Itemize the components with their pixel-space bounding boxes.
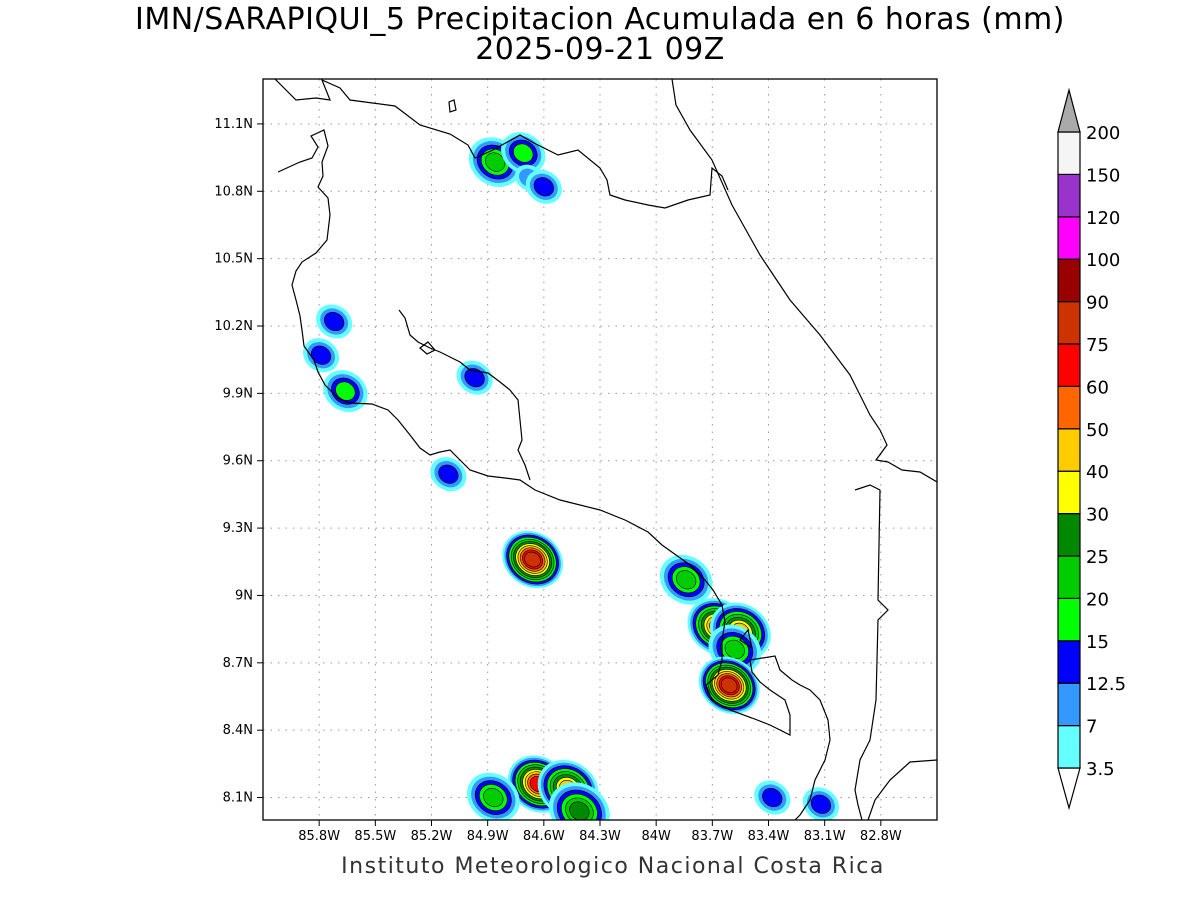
lon-tick-label: 82.8W xyxy=(860,829,902,844)
precipitation-cell xyxy=(456,360,493,395)
precip-contour xyxy=(810,794,832,814)
precip-contour xyxy=(676,570,697,590)
colorbar-label: 30 xyxy=(1086,505,1109,526)
colorbar-swatch xyxy=(1057,301,1081,345)
precipitation-cell xyxy=(466,772,520,820)
colorbar-swatch xyxy=(1057,428,1081,472)
lat-tick-label: 10.5N xyxy=(214,252,253,267)
colorbar-label: 100 xyxy=(1086,250,1120,271)
lat-tick-label: 9N xyxy=(235,588,253,603)
colorbar-label: 50 xyxy=(1086,420,1109,441)
colorbar-swatch xyxy=(1057,640,1081,684)
lon-tick-label: 85.5W xyxy=(354,829,396,844)
precip-contour xyxy=(524,551,541,568)
lon-tick-label: 83.1W xyxy=(804,829,846,844)
precipitation-cell xyxy=(525,169,562,204)
colorbar-swatch xyxy=(1057,343,1081,388)
precip-contour xyxy=(485,152,506,172)
colorbar-label: 7 xyxy=(1086,717,1097,738)
colorbar-swatch xyxy=(1057,173,1081,218)
precip-contour xyxy=(720,677,738,694)
colorbar-label: 150 xyxy=(1086,165,1120,186)
lat-tick-label: 9.9N xyxy=(223,386,253,401)
colorbar-swatch xyxy=(1057,131,1081,176)
map-grid xyxy=(263,79,937,820)
lon-tick-label: 83.7W xyxy=(691,829,733,844)
colorbar-label: 3.5 xyxy=(1086,759,1115,780)
precipitation-cell xyxy=(754,780,791,815)
precip-contour xyxy=(724,639,745,659)
map-date-subtitle: 2025-09-21 09Z xyxy=(475,32,725,67)
coastline xyxy=(274,79,937,820)
colorbar-label: 120 xyxy=(1086,208,1120,229)
precip-contour xyxy=(438,464,459,484)
lon-tick-label: 84.6W xyxy=(523,829,565,844)
colorbar-swatch xyxy=(1057,470,1081,515)
precipitation-cell xyxy=(502,530,564,589)
precipitation-cell xyxy=(430,457,467,492)
colorbar-label: 20 xyxy=(1086,589,1109,610)
colorbar-label: 200 xyxy=(1086,123,1120,144)
colorbar-swatch xyxy=(1057,512,1081,557)
lon-tick-label: 83.4W xyxy=(748,829,790,844)
lon-tick-label: 84.9W xyxy=(467,829,509,844)
precip-contour xyxy=(569,801,590,820)
colorbar-swatch xyxy=(1057,258,1081,303)
precip-contour xyxy=(335,381,356,401)
precipitation-cell xyxy=(316,304,353,339)
colorbar-swatch xyxy=(1057,385,1081,430)
colorbar-label: 15 xyxy=(1086,632,1109,653)
colorbar-label: 12.5 xyxy=(1086,674,1126,695)
colorbar-label: 40 xyxy=(1086,462,1109,483)
colorbar-label: 60 xyxy=(1086,377,1109,398)
colorbar-swatch xyxy=(1057,724,1081,769)
institution-credit: Instituto Meteorologico Nacional Costa R… xyxy=(341,854,885,879)
colorbar-over-arrow xyxy=(1057,87,1081,133)
axis-ticks: 85.8W 85.5W 85.2W 84.9W 84.6W 84.3W 84W 83.7W 83… xyxy=(214,117,902,844)
precipitation-cell xyxy=(659,554,713,605)
colorbar-legend: 3.5 7 12.5 15 20 25 30 40 50 60 75 90 100 120 150 200 xyxy=(1057,87,1126,811)
lat-tick-label: 10.8N xyxy=(214,184,253,199)
colorbar-label: 25 xyxy=(1086,547,1109,568)
colorbar-swatch xyxy=(1057,216,1081,260)
lat-tick-label: 11.1N xyxy=(214,117,253,132)
colorbar-label: 75 xyxy=(1086,335,1109,356)
colorbar-swatch xyxy=(1057,555,1081,600)
precipitation-cell xyxy=(302,338,340,373)
precipitation-cell xyxy=(323,370,368,413)
precip-contour xyxy=(762,787,783,808)
colorbar-label: 90 xyxy=(1086,293,1109,314)
precip-contour xyxy=(310,345,332,365)
lat-tick-label: 9.3N xyxy=(223,521,253,536)
lon-tick-label: 85.8W xyxy=(298,829,340,844)
precipitation-cell xyxy=(802,787,839,820)
colorbar-under-arrow xyxy=(1057,767,1081,811)
lon-tick-label: 84W xyxy=(641,829,671,844)
colorbar-swatch xyxy=(1057,597,1081,642)
lat-tick-label: 10.2N xyxy=(214,319,253,334)
precip-contour xyxy=(324,311,345,332)
map-title: IMN/SARAPIQUI_5 Precipitacion Acumulada … xyxy=(135,2,1065,37)
precipitation-field xyxy=(302,132,839,820)
precip-contour xyxy=(513,143,534,163)
lon-tick-label: 84.3W xyxy=(579,829,621,844)
lat-tick-label: 8.7N xyxy=(223,656,253,671)
lat-tick-label: 8.4N xyxy=(223,723,253,738)
precip-contour xyxy=(533,177,554,197)
precipitation-cell xyxy=(501,132,546,175)
lat-tick-label: 8.1N xyxy=(223,791,253,806)
precip-contour xyxy=(464,368,485,388)
lat-tick-label: 9.6N xyxy=(223,454,253,469)
precip-contour xyxy=(483,787,504,808)
lon-tick-label: 85.2W xyxy=(411,829,453,844)
precipitation-cell xyxy=(698,656,760,715)
map-frame xyxy=(262,78,938,821)
colorbar-swatch xyxy=(1057,682,1081,727)
